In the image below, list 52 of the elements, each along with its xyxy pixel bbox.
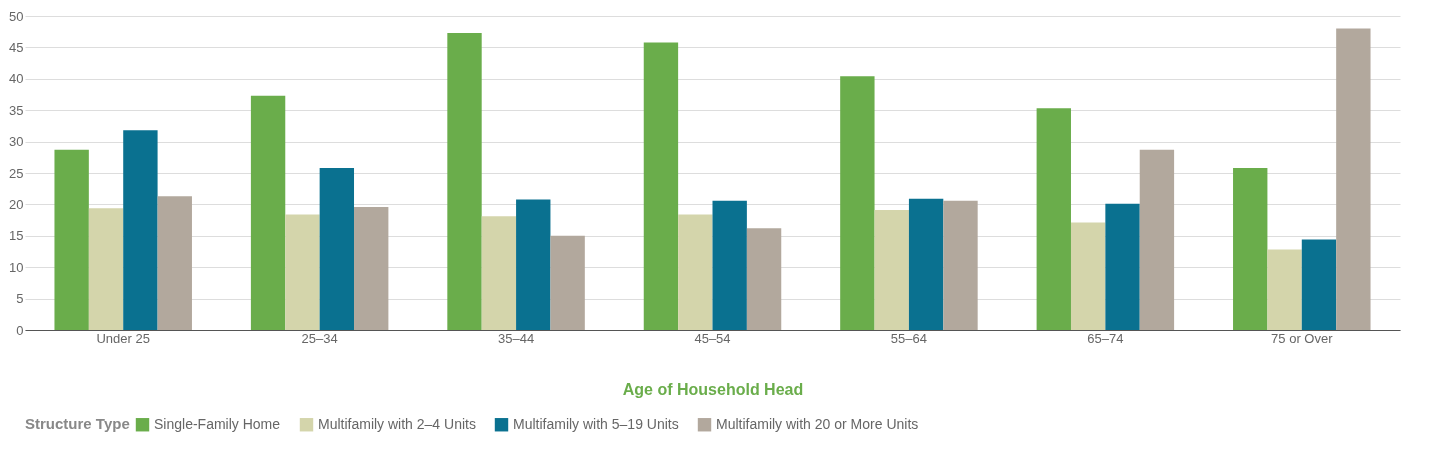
bar xyxy=(250,95,286,330)
y-tick-label: 10 xyxy=(9,259,24,275)
bar xyxy=(354,206,389,330)
x-tick-label: 75 or Over xyxy=(1271,330,1334,346)
bar xyxy=(1233,167,1268,330)
bar xyxy=(908,198,944,330)
bar xyxy=(1139,149,1175,330)
bar xyxy=(1070,222,1106,330)
bar xyxy=(285,214,320,330)
bar xyxy=(943,200,978,330)
y-tick-label: 45 xyxy=(9,39,24,55)
x-tick-label: Under 25 xyxy=(96,330,150,346)
bar xyxy=(1267,249,1302,330)
x-tick-label: 25–34 xyxy=(301,330,338,346)
x-tick-label: 65–74 xyxy=(1087,330,1124,346)
bar xyxy=(1105,203,1140,330)
bar xyxy=(54,149,89,330)
bar xyxy=(643,42,679,330)
bar xyxy=(746,228,782,330)
y-tick-label: 0 xyxy=(16,322,24,338)
y-tick-label: 25 xyxy=(9,165,24,181)
y-tick-label: 5 xyxy=(16,291,24,307)
bar xyxy=(550,235,585,330)
y-tick-label: 50 xyxy=(9,8,24,24)
y-tick-label: 40 xyxy=(9,71,24,87)
x-tick-label: 45–54 xyxy=(694,330,731,346)
legend-label: Single-Family Home xyxy=(154,415,281,432)
bar xyxy=(319,167,355,330)
bar xyxy=(874,210,909,330)
bar xyxy=(1036,108,1071,330)
bar xyxy=(840,76,875,330)
y-tick-label: 35 xyxy=(9,102,24,118)
y-tick-label: 15 xyxy=(9,228,24,244)
bar xyxy=(481,216,517,330)
legend-title: Structure Type xyxy=(25,415,130,432)
bar xyxy=(447,32,482,330)
bar xyxy=(88,208,124,330)
bar xyxy=(712,200,747,330)
x-axis-title: Age of Household Head xyxy=(622,380,804,398)
bar xyxy=(516,199,551,330)
legend-label: Multifamily with 20 or More Units xyxy=(716,415,919,432)
bar xyxy=(1301,239,1337,330)
legend-label: Multifamily with 2–4 Units xyxy=(318,415,476,432)
x-tick-label: 35–44 xyxy=(497,330,535,346)
y-tick-label: 30 xyxy=(9,134,24,150)
legend-label: Multifamily with 5–19 Units xyxy=(513,415,679,432)
bar xyxy=(1336,28,1371,330)
bar xyxy=(157,196,192,330)
bar xyxy=(123,130,158,330)
bar xyxy=(678,214,713,330)
y-tick-label: 20 xyxy=(9,196,24,212)
x-tick-label: 55–64 xyxy=(890,330,928,346)
